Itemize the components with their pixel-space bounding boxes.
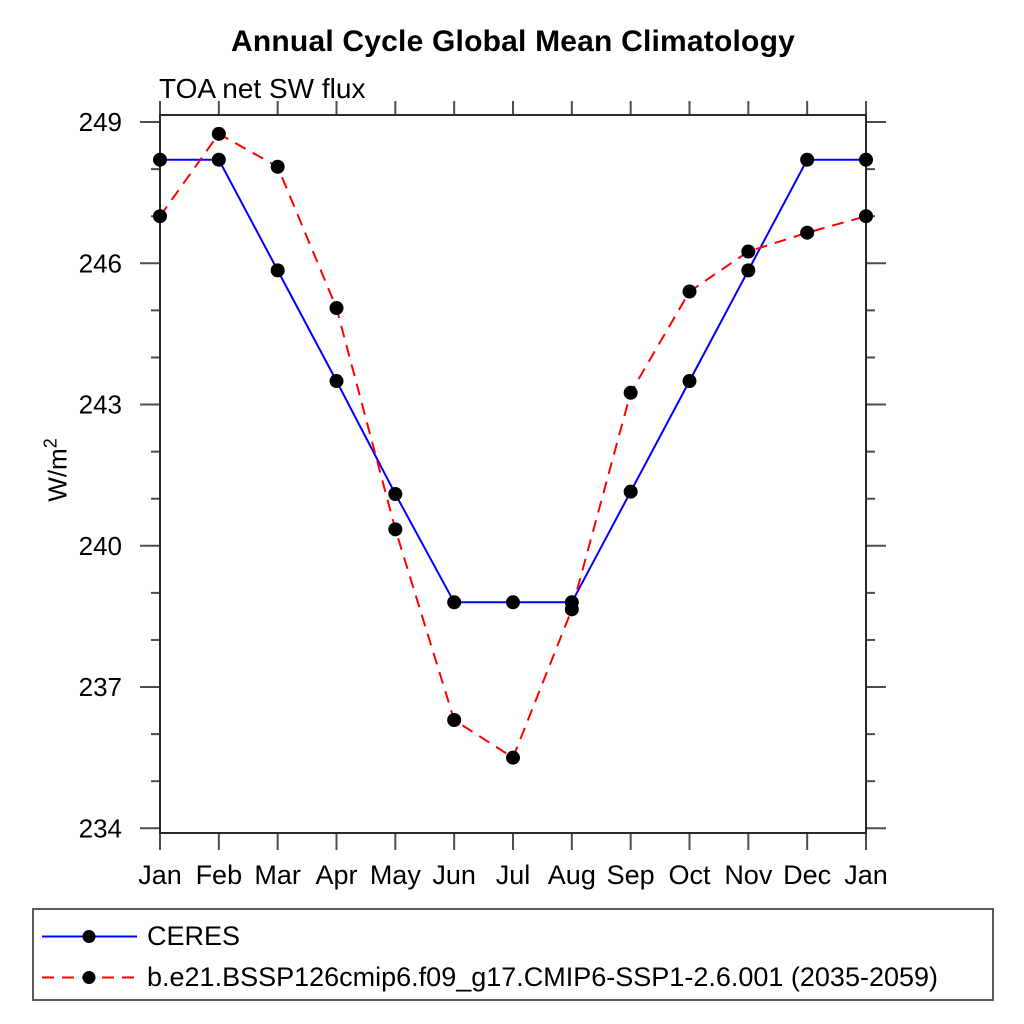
data-point-ceres-12 xyxy=(859,152,873,167)
y-axis-tick-label: 246 xyxy=(79,248,122,278)
x-axis-tick-label: May xyxy=(370,860,422,890)
legend-label-ceres: CERES xyxy=(147,921,241,951)
model-line-swatch xyxy=(42,971,137,984)
data-point-model-2 xyxy=(270,159,285,174)
data-point-ceres-4 xyxy=(388,487,403,502)
legend-item-model: b.e21.BSSP126cmip6.f09_g17.CMIP6-SSP1-2.… xyxy=(39,962,939,992)
y-axis-tick-label: 243 xyxy=(79,390,122,420)
ceres-swatch-marker-dot xyxy=(82,930,96,943)
data-point-model-12 xyxy=(859,209,873,224)
x-axis-tick-label: Jul xyxy=(496,860,531,890)
data-point-ceres-3 xyxy=(329,374,344,389)
x-axis-tick-label: Sep xyxy=(607,860,655,890)
data-point-model-9 xyxy=(682,284,697,299)
data-point-model-11 xyxy=(800,225,815,240)
x-axis-tick-label: Dec xyxy=(783,860,831,890)
x-axis-tick-label: Feb xyxy=(196,860,243,890)
data-point-model-4 xyxy=(388,522,403,537)
data-point-model-8 xyxy=(623,385,638,400)
data-point-ceres-9 xyxy=(682,374,697,389)
legend-box: CERES b.e21.BSSP126cmip6.f09_g17.CMIP6-S… xyxy=(32,908,994,1001)
data-point-model-5 xyxy=(447,713,462,728)
data-point-ceres-1 xyxy=(211,152,226,167)
data-point-ceres-5 xyxy=(447,595,462,610)
y-axis-tick-label: 240 xyxy=(79,531,122,561)
data-point-ceres-2 xyxy=(270,263,285,278)
x-axis-tick-label: Mar xyxy=(254,860,301,890)
data-point-ceres-8 xyxy=(623,484,638,499)
series-line-model xyxy=(159,132,867,760)
x-axis-tick-label: Aug xyxy=(548,860,596,890)
data-point-model-7 xyxy=(564,602,579,617)
data-point-model-0 xyxy=(153,209,167,224)
data-point-ceres-6 xyxy=(506,595,520,610)
x-axis-tick-label: Jan xyxy=(138,860,182,890)
ceres-line-swatch xyxy=(42,930,137,943)
data-point-ceres-0 xyxy=(153,152,167,167)
data-point-ceres-11 xyxy=(800,152,815,167)
x-axis-tick-label: Nov xyxy=(724,860,773,890)
legend-label-model: b.e21.BSSP126cmip6.f09_g17.CMIP6-SSP1-2.… xyxy=(147,962,939,992)
data-point-model-10 xyxy=(741,244,756,259)
page-title: Annual Cycle Global Mean Climatology xyxy=(231,25,795,58)
page-subtitle: TOA net SW flux xyxy=(159,73,366,104)
x-axis-tick-label: Oct xyxy=(668,860,711,890)
x-axis-tick-label: Jun xyxy=(432,860,476,890)
model-swatch-marker-dot xyxy=(82,971,96,984)
data-point-model-1 xyxy=(211,126,226,141)
y-axis-tick-label: 237 xyxy=(79,672,122,702)
plot-frame xyxy=(159,114,867,834)
y-axis-tick-label: 234 xyxy=(79,813,122,843)
legend-item-ceres: CERES xyxy=(39,921,241,951)
data-point-ceres-10 xyxy=(741,263,756,278)
data-point-model-6 xyxy=(506,750,520,765)
x-axis-tick-label: Jan xyxy=(844,860,888,890)
data-point-model-3 xyxy=(329,301,344,316)
x-axis-tick-label: Apr xyxy=(315,860,357,890)
y-axis-tick-label: 249 xyxy=(79,107,122,137)
series-line-ceres xyxy=(160,158,866,604)
